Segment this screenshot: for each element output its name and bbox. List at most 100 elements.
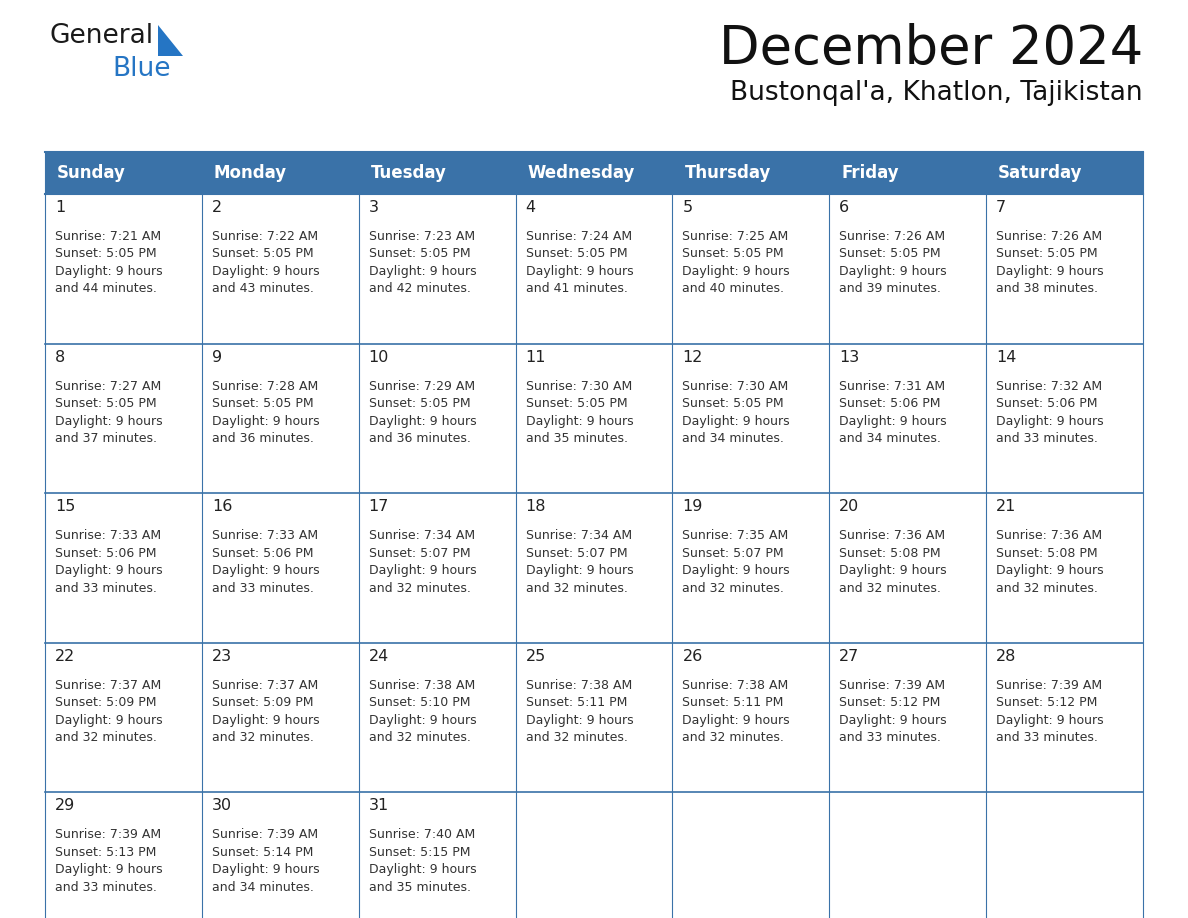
Text: Sunset: 5:05 PM: Sunset: 5:05 PM xyxy=(525,397,627,410)
Text: Wednesday: Wednesday xyxy=(527,164,634,182)
Text: Daylight: 9 hours: Daylight: 9 hours xyxy=(997,714,1104,727)
Text: and 32 minutes.: and 32 minutes. xyxy=(211,732,314,744)
Text: 16: 16 xyxy=(211,499,232,514)
Text: 2: 2 xyxy=(211,200,222,215)
Text: Sunrise: 7:36 AM: Sunrise: 7:36 AM xyxy=(997,529,1102,543)
Bar xyxy=(829,643,986,792)
Bar xyxy=(202,643,359,792)
Text: Sunset: 5:11 PM: Sunset: 5:11 PM xyxy=(682,696,784,710)
Text: and 39 minutes.: and 39 minutes. xyxy=(839,283,941,296)
Text: and 35 minutes.: and 35 minutes. xyxy=(525,432,627,445)
Text: Daylight: 9 hours: Daylight: 9 hours xyxy=(525,565,633,577)
Text: Daylight: 9 hours: Daylight: 9 hours xyxy=(368,864,476,877)
Text: Daylight: 9 hours: Daylight: 9 hours xyxy=(525,714,633,727)
Text: 29: 29 xyxy=(55,799,75,813)
Text: and 32 minutes.: and 32 minutes. xyxy=(682,582,784,595)
Text: Sunset: 5:13 PM: Sunset: 5:13 PM xyxy=(55,845,157,859)
Text: Sunrise: 7:37 AM: Sunrise: 7:37 AM xyxy=(211,678,318,692)
Text: and 32 minutes.: and 32 minutes. xyxy=(839,582,941,595)
Bar xyxy=(202,194,359,343)
Text: 1: 1 xyxy=(55,200,65,215)
Text: Sunrise: 7:34 AM: Sunrise: 7:34 AM xyxy=(525,529,632,543)
Text: 30: 30 xyxy=(211,799,232,813)
Text: 26: 26 xyxy=(682,649,702,664)
Text: Sunset: 5:09 PM: Sunset: 5:09 PM xyxy=(211,696,314,710)
Text: Sunset: 5:05 PM: Sunset: 5:05 PM xyxy=(839,248,941,261)
Text: and 34 minutes.: and 34 minutes. xyxy=(839,432,941,445)
Text: 25: 25 xyxy=(525,649,545,664)
Text: General: General xyxy=(50,23,154,49)
Text: Sunrise: 7:39 AM: Sunrise: 7:39 AM xyxy=(839,678,946,692)
Text: Sunset: 5:05 PM: Sunset: 5:05 PM xyxy=(211,397,314,410)
Text: and 32 minutes.: and 32 minutes. xyxy=(525,732,627,744)
Bar xyxy=(672,194,829,343)
Bar xyxy=(45,152,1143,194)
Text: 5: 5 xyxy=(682,200,693,215)
Text: Sunday: Sunday xyxy=(57,164,126,182)
Text: Sunrise: 7:35 AM: Sunrise: 7:35 AM xyxy=(682,529,789,543)
Bar xyxy=(45,643,202,792)
Text: Sunrise: 7:34 AM: Sunrise: 7:34 AM xyxy=(368,529,475,543)
Text: 20: 20 xyxy=(839,499,860,514)
Text: 23: 23 xyxy=(211,649,232,664)
Text: and 40 minutes.: and 40 minutes. xyxy=(682,283,784,296)
Text: Daylight: 9 hours: Daylight: 9 hours xyxy=(55,565,163,577)
Text: Sunrise: 7:27 AM: Sunrise: 7:27 AM xyxy=(55,380,162,393)
Text: and 37 minutes.: and 37 minutes. xyxy=(55,432,157,445)
Text: Sunrise: 7:28 AM: Sunrise: 7:28 AM xyxy=(211,380,318,393)
Text: Blue: Blue xyxy=(112,56,171,82)
Text: Sunset: 5:07 PM: Sunset: 5:07 PM xyxy=(682,547,784,560)
Bar xyxy=(672,643,829,792)
Text: Thursday: Thursday xyxy=(684,164,771,182)
Bar xyxy=(516,792,672,918)
Text: 27: 27 xyxy=(839,649,860,664)
Text: Daylight: 9 hours: Daylight: 9 hours xyxy=(55,265,163,278)
Text: Sunset: 5:05 PM: Sunset: 5:05 PM xyxy=(997,248,1098,261)
Text: Sunset: 5:08 PM: Sunset: 5:08 PM xyxy=(839,547,941,560)
Text: Sunrise: 7:31 AM: Sunrise: 7:31 AM xyxy=(839,380,946,393)
Text: Daylight: 9 hours: Daylight: 9 hours xyxy=(839,714,947,727)
Text: Sunset: 5:05 PM: Sunset: 5:05 PM xyxy=(368,397,470,410)
Text: Sunset: 5:06 PM: Sunset: 5:06 PM xyxy=(839,397,941,410)
Text: and 33 minutes.: and 33 minutes. xyxy=(55,582,157,595)
Text: 10: 10 xyxy=(368,350,390,364)
Text: Sunset: 5:15 PM: Sunset: 5:15 PM xyxy=(368,845,470,859)
Text: Daylight: 9 hours: Daylight: 9 hours xyxy=(525,415,633,428)
Text: Sunset: 5:08 PM: Sunset: 5:08 PM xyxy=(997,547,1098,560)
Text: 8: 8 xyxy=(55,350,65,364)
Bar xyxy=(986,343,1143,493)
Text: Sunset: 5:09 PM: Sunset: 5:09 PM xyxy=(55,696,157,710)
Text: Sunrise: 7:39 AM: Sunrise: 7:39 AM xyxy=(997,678,1102,692)
Text: and 34 minutes.: and 34 minutes. xyxy=(682,432,784,445)
Text: and 44 minutes.: and 44 minutes. xyxy=(55,283,157,296)
Text: and 38 minutes.: and 38 minutes. xyxy=(997,283,1098,296)
Text: Sunrise: 7:21 AM: Sunrise: 7:21 AM xyxy=(55,230,162,243)
Text: Saturday: Saturday xyxy=(998,164,1082,182)
Bar xyxy=(672,493,829,643)
Text: 11: 11 xyxy=(525,350,546,364)
Text: Sunrise: 7:23 AM: Sunrise: 7:23 AM xyxy=(368,230,475,243)
Bar xyxy=(45,194,202,343)
Bar xyxy=(45,792,202,918)
Text: Sunrise: 7:25 AM: Sunrise: 7:25 AM xyxy=(682,230,789,243)
Text: and 32 minutes.: and 32 minutes. xyxy=(55,732,157,744)
Text: Sunset: 5:06 PM: Sunset: 5:06 PM xyxy=(997,397,1098,410)
Text: Sunrise: 7:30 AM: Sunrise: 7:30 AM xyxy=(682,380,789,393)
Text: and 32 minutes.: and 32 minutes. xyxy=(682,732,784,744)
Text: Sunrise: 7:29 AM: Sunrise: 7:29 AM xyxy=(368,380,475,393)
Text: and 32 minutes.: and 32 minutes. xyxy=(368,582,470,595)
Text: Sunset: 5:06 PM: Sunset: 5:06 PM xyxy=(211,547,314,560)
Text: 6: 6 xyxy=(839,200,849,215)
Bar xyxy=(986,493,1143,643)
Text: Daylight: 9 hours: Daylight: 9 hours xyxy=(682,265,790,278)
Text: and 36 minutes.: and 36 minutes. xyxy=(211,432,314,445)
Text: 3: 3 xyxy=(368,200,379,215)
Text: Daylight: 9 hours: Daylight: 9 hours xyxy=(211,864,320,877)
Text: and 32 minutes.: and 32 minutes. xyxy=(525,582,627,595)
Text: and 32 minutes.: and 32 minutes. xyxy=(997,582,1098,595)
Text: Daylight: 9 hours: Daylight: 9 hours xyxy=(997,265,1104,278)
Text: 15: 15 xyxy=(55,499,75,514)
Text: and 36 minutes.: and 36 minutes. xyxy=(368,432,470,445)
Text: Sunset: 5:05 PM: Sunset: 5:05 PM xyxy=(55,248,157,261)
Text: Sunrise: 7:38 AM: Sunrise: 7:38 AM xyxy=(525,678,632,692)
